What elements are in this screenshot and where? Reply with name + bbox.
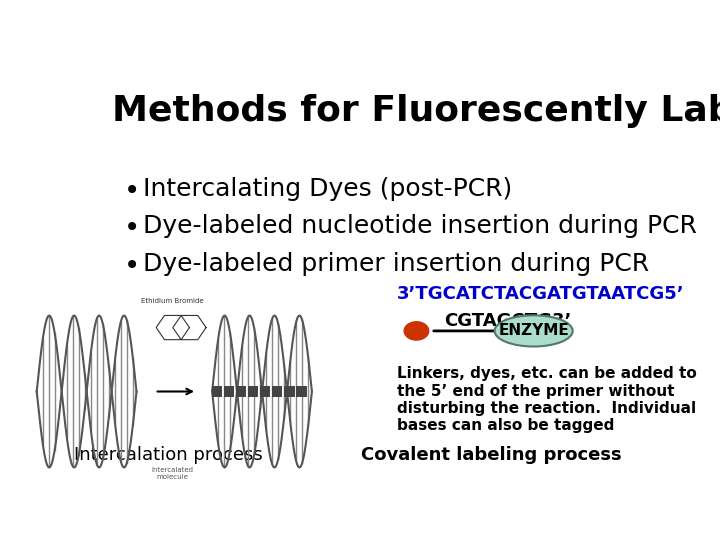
- Text: Methods for Fluorescently Labeling DNA: Methods for Fluorescently Labeling DNA: [112, 94, 720, 128]
- Bar: [260, 386, 271, 397]
- Text: Ethidium Bromide: Ethidium Bromide: [142, 298, 204, 303]
- Text: Dye-labeled primer insertion during PCR: Dye-labeled primer insertion during PCR: [143, 252, 649, 276]
- Bar: [284, 386, 294, 397]
- Text: •: •: [124, 252, 140, 280]
- Text: CGTAGCTG3’: CGTAGCTG3’: [444, 312, 572, 329]
- Text: •: •: [124, 177, 140, 205]
- Bar: [212, 386, 222, 397]
- Bar: [248, 386, 258, 397]
- Text: 3’TGCATCTACGATGTAATCG5’: 3’TGCATCTACGATGTAATCG5’: [397, 285, 685, 303]
- Bar: [236, 386, 246, 397]
- Text: •: •: [124, 214, 140, 242]
- Bar: [296, 386, 307, 397]
- Bar: [272, 386, 282, 397]
- Text: Covalent labeling process: Covalent labeling process: [361, 446, 622, 464]
- Text: Intercalating Dyes (post-PCR): Intercalating Dyes (post-PCR): [143, 177, 512, 201]
- Ellipse shape: [495, 315, 572, 347]
- Text: ENZYME: ENZYME: [498, 323, 569, 339]
- Text: Intercalation process: Intercalation process: [73, 446, 263, 464]
- Circle shape: [404, 322, 428, 340]
- Bar: [224, 386, 235, 397]
- Text: Linkers, dyes, etc. can be added to
the 5’ end of the primer without
disturbing : Linkers, dyes, etc. can be added to the …: [397, 366, 697, 434]
- Text: Dye-labeled nucleotide insertion during PCR: Dye-labeled nucleotide insertion during …: [143, 214, 697, 239]
- Text: Intercalated
molecule: Intercalated molecule: [152, 468, 194, 481]
